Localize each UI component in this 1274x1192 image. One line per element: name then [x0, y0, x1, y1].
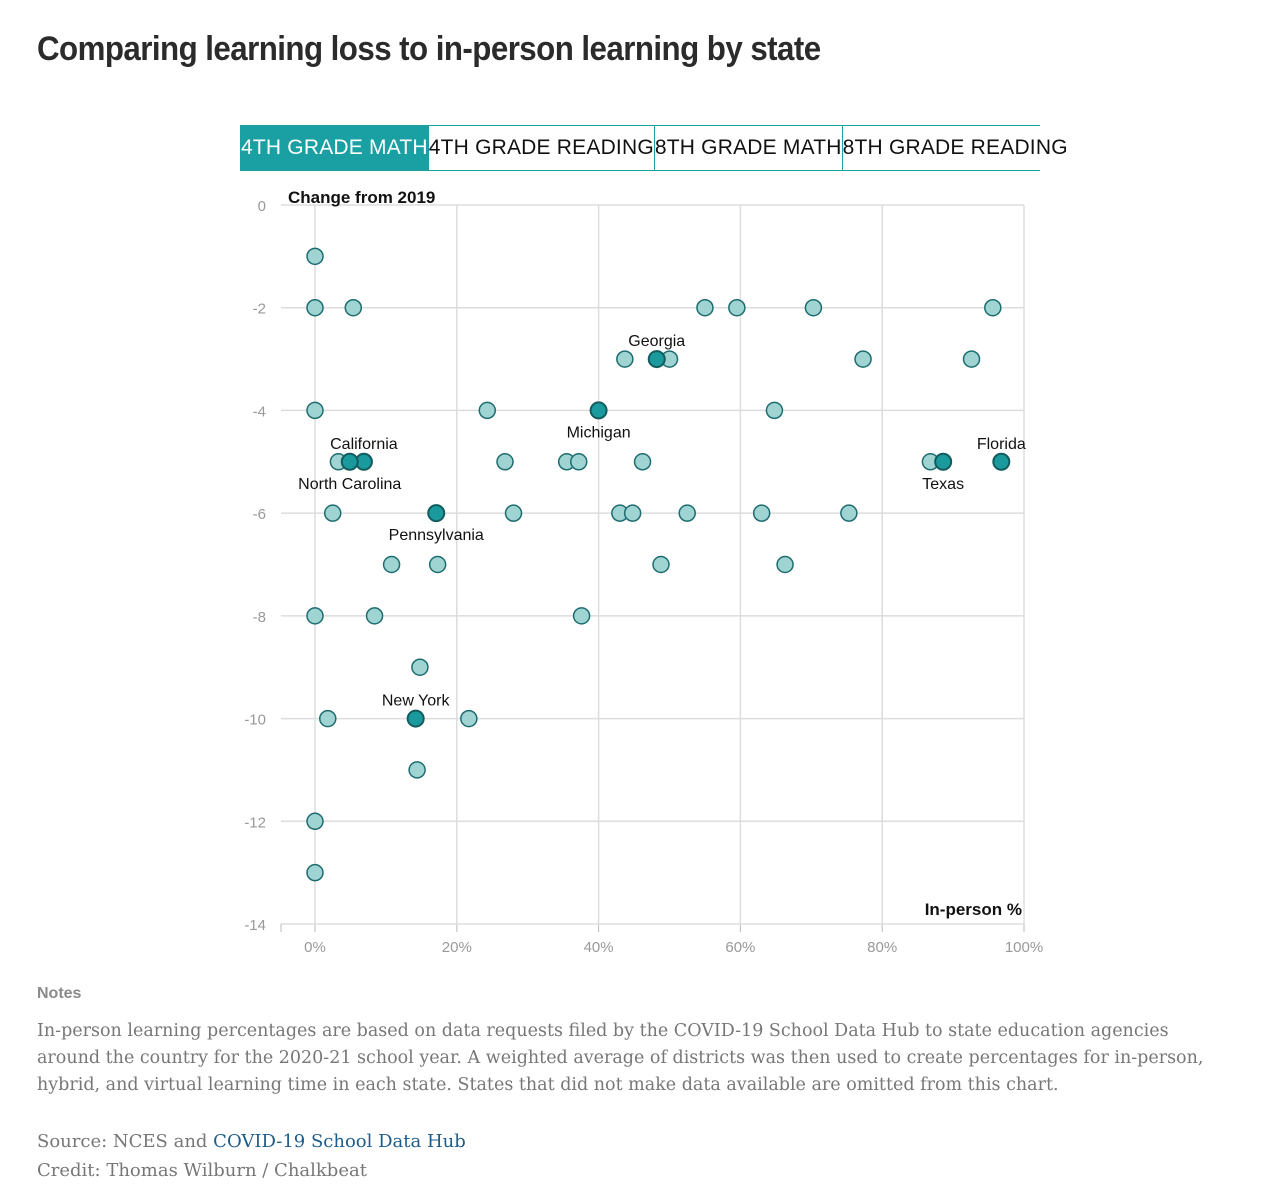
data-point [306, 812, 324, 831]
data-point [678, 504, 696, 522]
data-point [306, 401, 324, 420]
x-tick-label: 40% [584, 939, 614, 956]
data-point [854, 350, 872, 368]
data-point [804, 298, 823, 317]
data-point [623, 504, 642, 522]
y-tick-label: 0 [258, 198, 266, 215]
data-point [323, 504, 342, 522]
y-tick-label: -4 [253, 403, 266, 420]
data-point [569, 453, 588, 471]
y-tick-label: -2 [253, 301, 266, 318]
x-tick-label: 100% [1005, 939, 1043, 956]
data-point [428, 555, 447, 574]
tab-8th-grade-reading[interactable]: 8TH GRADE READING [841, 126, 1068, 170]
x-tick-label: 0% [304, 939, 326, 956]
data-point [382, 555, 401, 574]
x-tick-label: 80% [867, 939, 897, 956]
point-label: California [330, 436, 398, 453]
source-link[interactable]: COVID-19 School Data Hub [213, 1131, 466, 1152]
y-tick-label: -14 [244, 917, 266, 934]
highlighted-point [992, 452, 1011, 471]
y-tick-label: -6 [253, 506, 266, 523]
point-label: Georgia [628, 333, 685, 350]
data-point [752, 504, 771, 522]
highlighted-point [427, 504, 446, 523]
data-point [633, 453, 652, 471]
y-tick-label: -12 [244, 814, 266, 831]
point-label: North Carolina [298, 476, 401, 493]
data-point [962, 350, 981, 368]
tab-8th-grade-math[interactable]: 8TH GRADE MATH [653, 126, 842, 170]
data-point [319, 709, 337, 728]
data-point [652, 555, 670, 574]
data-point [616, 350, 634, 368]
grade-subject-tabs: 4TH GRADE MATH 4TH GRADE READING 8TH GRA… [240, 125, 1068, 171]
notes-text: In-person learning percentages are based… [37, 1021, 1204, 1095]
data-point [411, 658, 429, 676]
data-point [840, 504, 858, 522]
data-point [365, 607, 384, 625]
y-axis-label: Change from 2019 [288, 188, 435, 207]
data-point [306, 607, 324, 625]
point-label: Texas [922, 476, 964, 493]
data-point [728, 298, 746, 317]
data-point [504, 504, 523, 522]
highlighted-point [406, 709, 425, 728]
data-point [776, 555, 794, 574]
notes-heading: Notes [37, 985, 82, 1002]
data-point [765, 401, 784, 420]
source-prefix: Source: NCES and [37, 1131, 214, 1152]
tab-4th-grade-math[interactable]: 4TH GRADE MATH [241, 126, 428, 170]
data-point [496, 453, 514, 471]
point-label: Michigan [567, 424, 631, 441]
highlighted-point [647, 350, 666, 369]
x-axis-label: In-person % [925, 900, 1022, 919]
data-point [696, 298, 714, 317]
chart-title: Comparing learning loss to in-person lea… [37, 30, 821, 68]
x-tick-label: 20% [442, 939, 472, 956]
tab-4th-grade-reading[interactable]: 4TH GRADE READING [427, 126, 654, 170]
data-point [306, 863, 324, 882]
scatter-chart: 0% 20% 40% 60% 80% 100% 0 -2 -4 -6 -8 -10 -12 -14 Chan… [244, 188, 1043, 956]
data-point [344, 298, 363, 317]
data-point [478, 401, 497, 420]
y-tick-label: -8 [253, 609, 266, 626]
highlighted-point [934, 452, 953, 471]
highlighted-point [340, 452, 359, 471]
source-line: Source: NCES and COVID-19 School Data Hu… [37, 1131, 466, 1152]
data-point [306, 298, 324, 317]
x-tick-label: 60% [725, 939, 755, 956]
data-point [306, 247, 324, 266]
point-label: New York [382, 693, 451, 710]
y-tick-label: -10 [244, 712, 266, 729]
highlighted-point [589, 401, 608, 420]
point-label: Pennsylvania [389, 527, 484, 544]
data-point [984, 298, 1002, 317]
data-point [460, 709, 478, 728]
data-point [408, 761, 426, 779]
data-point [572, 607, 591, 625]
point-label: Florida [977, 436, 1026, 453]
credit-line: Credit: Thomas Wilburn / Chalkbeat [37, 1160, 367, 1181]
